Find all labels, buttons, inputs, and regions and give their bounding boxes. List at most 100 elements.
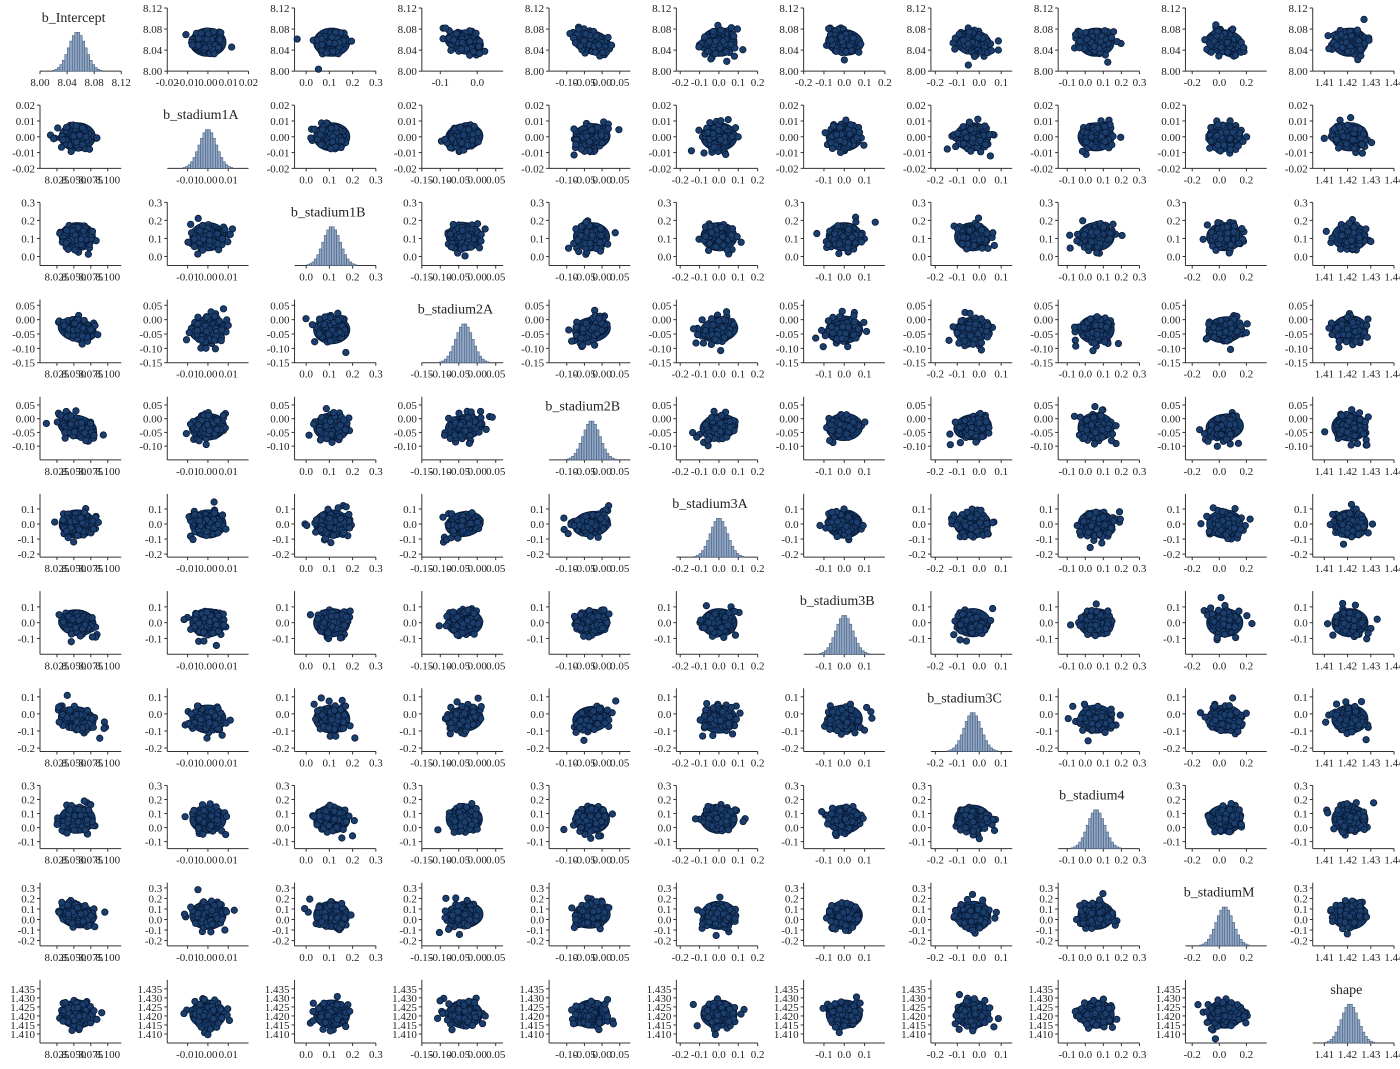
scatter-point: [69, 132, 78, 140]
x-tick-label: 0.0: [299, 174, 313, 186]
histogram-bar: [190, 161, 194, 169]
scatter-point: [213, 425, 221, 433]
scatter-point: [1225, 249, 1233, 257]
panel-b_stadium1A-vs-b_stadium3B: -0.1 0.0 0.10.020.010.00-0.01-0.02: [776, 100, 885, 186]
scatter-point: [577, 334, 585, 342]
y-tick-label: -0.10: [267, 441, 290, 453]
y-tick-label: 0.1: [1294, 233, 1308, 245]
scatter-point: [1205, 320, 1213, 328]
scatter-point: [829, 122, 838, 130]
scatter-point: [832, 131, 840, 139]
scatter-point: [442, 24, 450, 32]
scatter-point: [836, 123, 844, 132]
x-tick-label: -0.2: [1184, 272, 1201, 284]
scatter-point: [1227, 241, 1235, 249]
y-tick-label: -0.15: [776, 358, 799, 370]
scatter-point: [217, 337, 225, 345]
y-tick-label: 0.00: [16, 315, 36, 327]
scatter-point: [469, 48, 478, 56]
y-tick-label: 8.04: [1034, 45, 1054, 57]
y-tick-label: -0.05: [903, 329, 926, 341]
x-tick-label: -0.2: [927, 272, 944, 284]
scatter-point: [844, 225, 853, 233]
histogram-bar: [54, 69, 58, 72]
scatter-point: [1342, 338, 1351, 346]
y-tick-label: -0.10: [776, 343, 799, 355]
x-tick-label: 0.1: [323, 369, 337, 381]
y-tick-label: 8.04: [270, 45, 290, 57]
x-tick-label: 0.3: [1133, 77, 1147, 89]
y-tick-label: 0.2: [403, 215, 417, 227]
scatter-point: [599, 48, 607, 57]
scatter-point: [1226, 146, 1234, 154]
scatter-point: [1363, 321, 1371, 330]
x-tick-label: -0.1: [691, 174, 708, 186]
scatter-point: [60, 321, 68, 329]
histogram-bar: [338, 241, 342, 266]
scatter-point: [316, 426, 324, 435]
y-tick-label: 8.04: [652, 45, 672, 57]
scatter-point: [582, 218, 590, 226]
y-tick-label: 8.04: [907, 45, 927, 57]
scatter-point: [228, 225, 237, 233]
x-tick-label: 0.00: [198, 174, 218, 186]
y-tick-label: 0.05: [1288, 300, 1308, 312]
x-tick-label: 0.1: [1096, 174, 1110, 186]
scatter-point: [707, 228, 716, 237]
scatter-point: [214, 44, 222, 52]
scatter-point: [1357, 45, 1365, 53]
y-tick-label: -0.01: [1285, 148, 1308, 160]
histogram-bar: [192, 157, 196, 169]
scatter-point: [218, 326, 226, 334]
y-tick-label: -0.10: [1030, 343, 1053, 355]
scatter-point: [1220, 141, 1228, 149]
scatter-point: [704, 47, 712, 56]
histogram-bar: [227, 166, 231, 169]
scatter-point: [293, 35, 301, 43]
histogram-bar: [91, 64, 95, 72]
panel-b_stadium2B-vs-b_stadium1A: -0.01 0.00 0.010.050.00-0.05-0.10: [139, 396, 249, 478]
scatter-point: [1199, 235, 1207, 243]
scatter-point: [305, 431, 313, 439]
panel-b_stadium1B-vs-b_stadium4: -0.1 0.0 0.1 0.2 0.30.30.20.10.0: [1039, 197, 1146, 283]
y-tick-label: 0.00: [779, 132, 799, 144]
x-tick-label: -0.1: [949, 369, 966, 381]
scatter-point: [989, 229, 997, 237]
scatter-point: [216, 36, 224, 44]
scatter-point: [1352, 338, 1360, 346]
x-tick-label: 0.0: [1078, 369, 1092, 381]
histogram-bar: [76, 32, 81, 72]
scatter-point: [852, 218, 860, 226]
y-tick-label: 8.00: [398, 66, 418, 78]
histogram-bar: [351, 263, 355, 266]
x-tick-label: 0.00: [198, 369, 218, 381]
histogram-bar: [182, 167, 186, 169]
y-tick-label: -0.05: [648, 329, 671, 341]
y-tick-label: -0.10: [139, 441, 162, 453]
x-tick-label: -0.1: [1059, 369, 1076, 381]
scatter-point: [829, 329, 837, 337]
scatter-point: [608, 41, 616, 49]
y-tick-label: 0.2: [530, 215, 544, 227]
histogram-bar: [207, 129, 211, 169]
scatter-point: [575, 25, 583, 33]
scatter-point: [57, 143, 66, 151]
scatter-point: [440, 431, 449, 439]
panel-b_stadium1A-vs-b_stadium1B: 0.0 0.1 0.2 0.30.020.010.00-0.01-0.02: [267, 100, 384, 186]
panel-b_stadium1A-vs-b_stadium1A: -0.01 0.00 0.01b_stadium1A: [163, 108, 249, 186]
scatter-point: [711, 335, 719, 343]
histogram-bar: [353, 264, 357, 266]
scatter-point: [974, 330, 982, 338]
y-tick-label: -0.05: [521, 329, 544, 341]
histogram-bar: [222, 161, 226, 169]
histogram-bar: [473, 345, 478, 364]
scatter-point: [1203, 221, 1211, 229]
scatter-point: [1332, 135, 1341, 143]
scatter-point: [716, 136, 724, 144]
y-tick-label: -0.02: [903, 163, 926, 175]
x-tick-label: 0.1: [858, 369, 872, 381]
histogram-bar: [52, 70, 56, 72]
y-tick-label: -0.15: [903, 358, 926, 370]
scatter-point: [1226, 319, 1234, 327]
